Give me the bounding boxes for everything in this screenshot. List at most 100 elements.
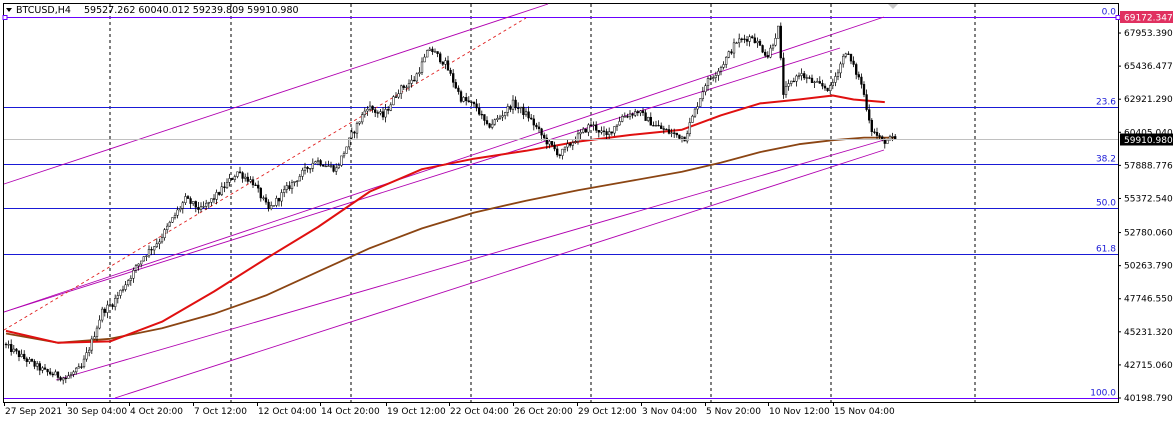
candle[interactable] — [667, 124, 671, 135]
candle[interactable] — [847, 51, 850, 55]
scroll-arrow-icon[interactable] — [888, 4, 898, 9]
candle[interactable] — [124, 281, 127, 292]
candle[interactable] — [280, 189, 283, 207]
candle[interactable] — [366, 106, 369, 116]
fib-anchor-left[interactable] — [2, 15, 8, 20]
candle[interactable] — [33, 359, 36, 370]
candle[interactable] — [423, 53, 426, 63]
candle[interactable] — [384, 104, 387, 123]
candle[interactable] — [296, 180, 299, 187]
candle[interactable] — [675, 132, 678, 138]
candle[interactable] — [361, 111, 364, 125]
candle[interactable] — [342, 151, 346, 159]
candle[interactable] — [860, 73, 863, 89]
candle[interactable] — [766, 51, 769, 59]
candle[interactable] — [823, 83, 827, 91]
candle[interactable] — [743, 34, 746, 44]
candle[interactable] — [106, 300, 109, 319]
candle[interactable] — [311, 158, 314, 172]
candle[interactable] — [561, 148, 564, 160]
candle[interactable] — [353, 130, 356, 139]
candle[interactable] — [319, 158, 322, 167]
candle[interactable] — [259, 187, 262, 202]
candle[interactable] — [218, 191, 221, 196]
candle[interactable] — [418, 67, 421, 77]
dashed-trendline[interactable] — [3, 17, 527, 331]
candle[interactable] — [290, 179, 294, 194]
candle[interactable] — [574, 136, 577, 144]
candle[interactable] — [831, 78, 834, 90]
candle[interactable] — [160, 233, 164, 244]
candle[interactable] — [197, 201, 200, 214]
candle[interactable] — [173, 212, 177, 220]
candle[interactable] — [556, 146, 559, 158]
candle[interactable] — [264, 194, 268, 205]
candle[interactable] — [293, 181, 296, 187]
candle[interactable] — [457, 85, 460, 95]
candle[interactable] — [400, 84, 403, 99]
candle[interactable] — [730, 49, 733, 55]
candle[interactable] — [571, 140, 574, 151]
candle[interactable] — [530, 114, 533, 121]
candle[interactable] — [142, 256, 145, 262]
candle[interactable] — [654, 120, 658, 127]
candle[interactable] — [275, 195, 278, 208]
candle[interactable] — [85, 347, 88, 362]
candle[interactable] — [28, 356, 31, 365]
candle[interactable] — [782, 52, 785, 99]
candle[interactable] — [335, 163, 338, 175]
candle[interactable] — [875, 127, 879, 139]
candle[interactable] — [868, 104, 871, 124]
candle[interactable] — [738, 33, 741, 48]
candle[interactable] — [283, 185, 286, 198]
candle[interactable] — [101, 306, 104, 323]
candle[interactable] — [376, 110, 379, 118]
candle[interactable] — [270, 201, 273, 211]
candle[interactable] — [413, 76, 416, 82]
candle[interactable] — [647, 116, 650, 123]
candle[interactable] — [420, 57, 424, 75]
candle[interactable] — [792, 77, 795, 83]
candle[interactable] — [493, 118, 496, 126]
candle[interactable] — [615, 124, 619, 131]
candle[interactable] — [75, 367, 78, 375]
candle[interactable] — [186, 194, 190, 199]
candle[interactable] — [228, 173, 231, 187]
candle[interactable] — [262, 195, 265, 201]
candle[interactable] — [215, 189, 218, 205]
candle[interactable] — [631, 112, 634, 119]
candle[interactable] — [80, 363, 83, 369]
candle[interactable] — [405, 84, 408, 92]
candle[interactable] — [641, 107, 645, 116]
candle[interactable] — [501, 110, 504, 121]
candle[interactable] — [127, 279, 130, 287]
candle[interactable] — [857, 71, 860, 80]
candle[interactable] — [459, 89, 463, 104]
candlesticks[interactable] — [4, 22, 897, 385]
candle[interactable] — [636, 109, 639, 117]
candle[interactable] — [472, 101, 476, 108]
candle[interactable] — [483, 114, 486, 126]
candle[interactable] — [665, 128, 668, 131]
candle[interactable] — [855, 62, 858, 80]
candle[interactable] — [202, 201, 205, 209]
candle[interactable] — [758, 38, 762, 46]
candle[interactable] — [428, 46, 431, 52]
candle[interactable] — [309, 168, 312, 174]
candle[interactable] — [340, 155, 343, 167]
candle[interactable] — [652, 121, 655, 127]
candle[interactable] — [626, 113, 629, 119]
candle[interactable] — [246, 172, 249, 184]
candle[interactable] — [145, 255, 148, 261]
candle[interactable] — [602, 126, 606, 137]
candle[interactable] — [205, 199, 208, 210]
candle[interactable] — [649, 112, 652, 126]
candle[interactable] — [358, 121, 361, 126]
candle[interactable] — [59, 375, 62, 382]
candle[interactable] — [545, 134, 548, 150]
candle[interactable] — [88, 346, 91, 357]
candle[interactable] — [790, 80, 793, 87]
candle[interactable] — [298, 173, 301, 182]
candle[interactable] — [439, 51, 442, 64]
